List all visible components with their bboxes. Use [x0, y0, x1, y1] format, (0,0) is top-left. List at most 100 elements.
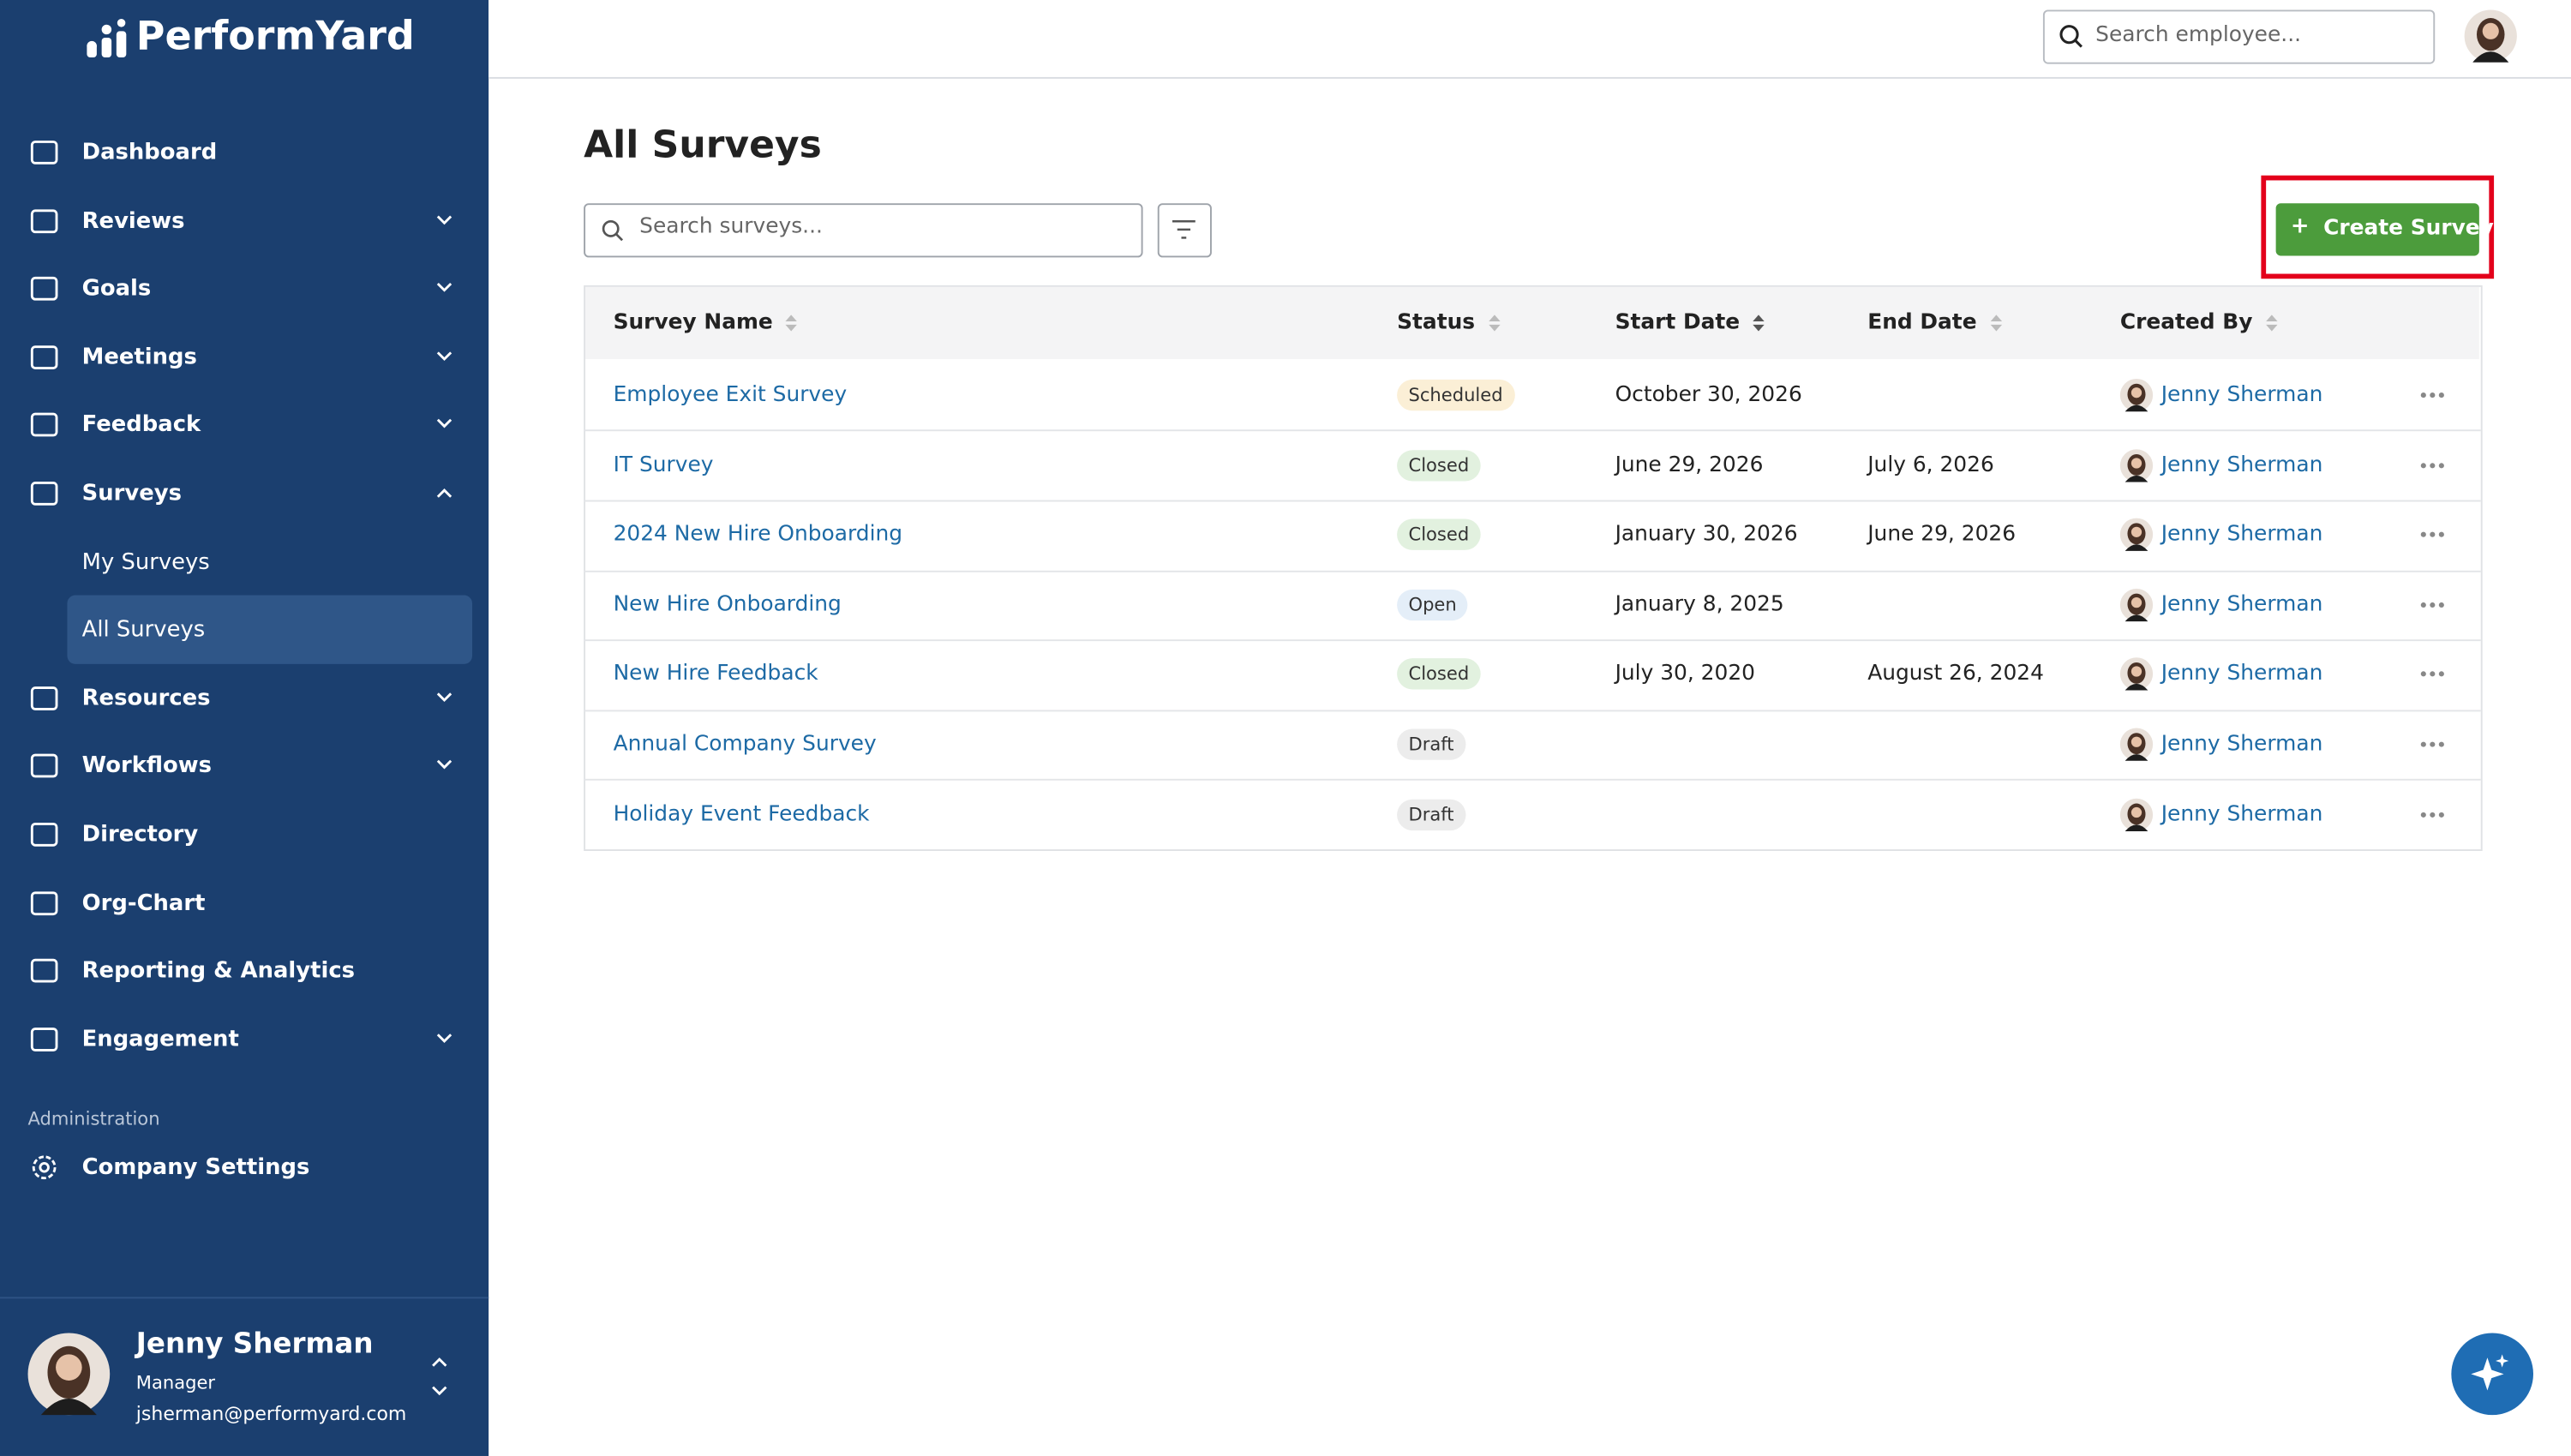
sort-icon — [785, 315, 797, 332]
creator-link[interactable]: Jenny Sherman — [2160, 522, 2323, 548]
creator-link[interactable]: Jenny Sherman — [2160, 592, 2323, 617]
nav-icon — [30, 754, 58, 779]
page-title: All Surveys — [584, 124, 822, 168]
sub-nav-item[interactable]: All Surveys — [81, 616, 206, 644]
create-survey-button[interactable] — [2275, 203, 2479, 256]
creator-link[interactable]: Jenny Sherman — [2160, 732, 2323, 757]
creator-avatar — [2119, 728, 2154, 761]
user-role: Manager — [135, 1372, 216, 1394]
logo-icon — [87, 19, 127, 57]
user-email: jsherman@performyard.com — [135, 1401, 407, 1425]
nav-item[interactable]: Goals — [81, 275, 152, 303]
sort-icon — [1990, 315, 2003, 332]
nav-item[interactable]: Directory — [81, 821, 199, 848]
highlight-box — [2261, 175, 2495, 279]
employee-search[interactable] — [2042, 9, 2436, 64]
nav-icon — [30, 141, 58, 165]
start-date: October 30, 2026 — [1615, 382, 1802, 408]
search-icon — [2059, 25, 2083, 48]
chevron — [436, 1033, 452, 1043]
survey-link[interactable]: Holiday Event Feedback — [613, 801, 870, 827]
end-date: June 29, 2026 — [1867, 522, 2017, 548]
top-avatar[interactable] — [2464, 9, 2517, 63]
nav-icon — [30, 1027, 58, 1052]
row-menu — [2420, 741, 2444, 747]
creator-avatar — [2119, 588, 2154, 621]
assistant-button[interactable] — [2451, 1333, 2534, 1416]
creator-link[interactable]: Jenny Sherman — [2160, 801, 2323, 827]
chevron — [436, 488, 452, 498]
nav-item[interactable]: Surveys — [81, 480, 182, 507]
row-divider — [584, 429, 2481, 432]
sort-icon — [1489, 315, 1501, 332]
status-badge: Draft — [1397, 798, 1465, 830]
button-icon: + — [2290, 213, 2310, 240]
nav-item[interactable]: Reporting & Analytics — [81, 957, 356, 985]
survey-link[interactable]: Employee Exit Survey — [613, 382, 848, 408]
start-date: June 29, 2026 — [1615, 452, 1764, 477]
settings-icon — [32, 1155, 57, 1180]
chevron — [436, 283, 452, 293]
row-divider — [584, 779, 2481, 782]
nav-item[interactable]: Meetings — [81, 344, 197, 371]
column-header[interactable]: End Date — [1867, 310, 1977, 336]
start-date: January 8, 2025 — [1615, 592, 1784, 617]
survey-link[interactable]: New Hire Onboarding — [613, 592, 842, 617]
row-menu — [2420, 392, 2444, 398]
survey-search[interactable] — [584, 203, 1143, 258]
creator-avatar — [2119, 448, 2154, 482]
divider — [0, 1297, 489, 1299]
row-divider — [584, 709, 2481, 711]
search-icon — [602, 219, 624, 242]
nav-icon — [30, 686, 58, 710]
column-header[interactable]: Status — [1397, 310, 1476, 336]
start-date: July 30, 2020 — [1615, 662, 1755, 687]
nav-item[interactable]: Workflows — [81, 752, 213, 780]
chevron — [436, 214, 452, 225]
column-header[interactable]: Start Date — [1615, 310, 1741, 336]
chevron — [436, 419, 452, 429]
nav-item[interactable]: Resources — [81, 685, 211, 711]
creator-avatar — [2119, 378, 2154, 412]
creator-link[interactable]: Jenny Sherman — [2160, 662, 2323, 687]
sort-icon — [2266, 315, 2278, 332]
row-divider — [584, 569, 2481, 572]
survey-link[interactable]: New Hire Feedback — [613, 662, 818, 687]
nav-icon — [30, 959, 58, 983]
survey-link[interactable]: Annual Company Survey — [613, 732, 877, 757]
chevron — [436, 692, 452, 702]
creator-link[interactable]: Jenny Sherman — [2160, 452, 2323, 477]
end-date: August 26, 2024 — [1867, 662, 2044, 687]
nav-item[interactable]: Reviews — [81, 207, 185, 234]
survey-link[interactable]: IT Survey — [613, 452, 714, 477]
filter-button[interactable] — [1157, 203, 1212, 258]
admin-heading: Administration — [27, 1108, 160, 1130]
status-badge: Closed — [1397, 658, 1481, 691]
creator-link[interactable]: Jenny Sherman — [2160, 382, 2323, 408]
column-header[interactable]: Created By — [2119, 310, 2253, 336]
user-avatar — [27, 1333, 111, 1416]
chevron — [436, 351, 452, 361]
user-menu-toggle[interactable] — [429, 1354, 449, 1400]
nav-item[interactable]: Feedback — [81, 411, 201, 439]
logo-text: PerformYard — [135, 13, 415, 59]
status-badge: Scheduled — [1397, 379, 1514, 411]
nav-item[interactable]: Engagement — [81, 1026, 239, 1052]
status-badge: Draft — [1397, 728, 1465, 760]
search-placeholder: Search surveys... — [639, 214, 823, 240]
sub-nav-item[interactable]: My Surveys — [81, 548, 210, 575]
status-badge: Closed — [1397, 449, 1481, 481]
row-menu — [2420, 462, 2444, 468]
button-label: Create Survey — [2323, 216, 2494, 242]
survey-link[interactable]: 2024 New Hire Onboarding — [613, 522, 903, 548]
creator-avatar — [2119, 518, 2154, 552]
nav-item[interactable]: Dashboard — [81, 139, 218, 166]
column-header[interactable]: Survey Name — [613, 310, 773, 336]
row-menu — [2420, 532, 2444, 538]
active-highlight — [67, 595, 473, 665]
row-divider — [584, 639, 2481, 642]
nav-item[interactable]: Company Settings — [81, 1153, 310, 1181]
nav-item[interactable]: Org-Chart — [81, 890, 206, 916]
table — [584, 285, 2483, 851]
